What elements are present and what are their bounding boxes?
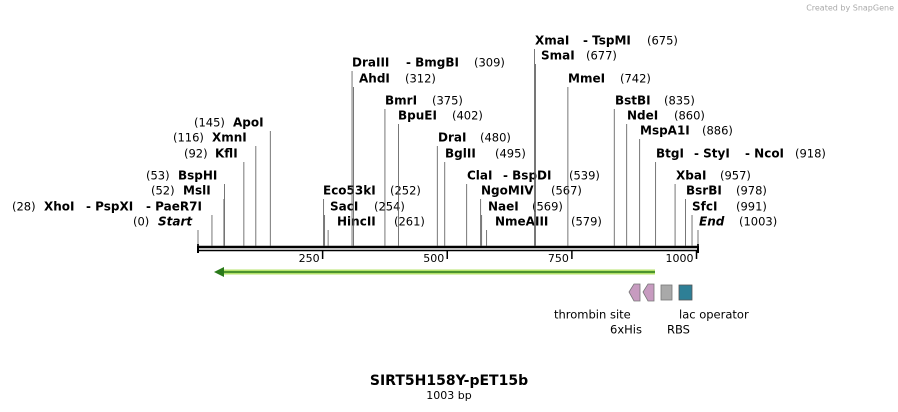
enzyme-name: SfcI	[692, 200, 717, 214]
site-position: (309)	[474, 56, 505, 70]
site-position: (28)	[12, 200, 36, 214]
enzyme-name: BpuEI	[398, 109, 437, 123]
site-position: (0)	[133, 215, 149, 229]
site-position: (254)	[374, 200, 405, 214]
site-position: (261)	[394, 215, 425, 229]
enzyme-name: BstBI	[615, 94, 651, 108]
site-position: (957)	[720, 169, 751, 183]
site-position: (567)	[551, 184, 582, 198]
enzyme-name: Start	[158, 215, 193, 229]
site-position: (579)	[571, 215, 602, 229]
enzyme-name: - TspMI	[583, 34, 631, 48]
site-position: (860)	[674, 109, 705, 123]
enzyme-name: BsrBI	[686, 184, 722, 198]
enzyme-name: End	[699, 215, 725, 229]
enzyme-name: NgoMIV	[481, 184, 534, 198]
feature-label: 6xHis	[610, 323, 642, 337]
enzyme-name: HincII	[337, 215, 376, 229]
enzyme-name: XmaI	[535, 34, 569, 48]
enzyme-name: DraI	[438, 131, 466, 145]
enzyme-name: AhdI	[359, 72, 390, 86]
enzyme-name: - BspDI	[503, 169, 551, 183]
enzyme-name: Eco53kI	[323, 184, 376, 198]
enzyme-name: BglII	[445, 147, 476, 161]
enzyme-name: NaeI	[488, 200, 519, 214]
enzyme-name: ClaI	[467, 169, 492, 183]
enzyme-name: - PaeR7I	[146, 200, 202, 214]
site-position: (53)	[146, 169, 170, 183]
site-position: (52)	[151, 184, 175, 198]
site-position: (978)	[736, 184, 767, 198]
enzyme-name: XhoI	[44, 200, 75, 214]
enzyme-name: DraIII	[352, 56, 389, 70]
enzyme-name: MslI	[183, 184, 211, 198]
site-position: (92)	[184, 147, 208, 161]
site-position: (495)	[495, 147, 526, 161]
site-position: (835)	[664, 94, 695, 108]
site-position: (539)	[569, 169, 600, 183]
enzyme-name: - NcoI	[745, 147, 784, 161]
ruler-label: 500	[423, 252, 444, 265]
site-position: (375)	[432, 94, 463, 108]
enzyme-name: - StyI	[694, 147, 730, 161]
ruler-label: 750	[548, 252, 569, 265]
enzyme-name: KflI	[215, 147, 238, 161]
site-position: (145)	[194, 116, 225, 130]
enzyme-name: ApoI	[233, 116, 264, 130]
site-position: (116)	[173, 131, 204, 145]
site-position: (1003)	[739, 215, 777, 229]
site-position: (918)	[795, 147, 826, 161]
enzyme-name: MmeI	[568, 72, 605, 86]
enzyme-name: SacI	[330, 200, 358, 214]
enzyme-name: BmrI	[385, 94, 417, 108]
title: SIRT5H158Y-pET15b	[370, 373, 528, 389]
site-position: (569)	[532, 200, 563, 214]
length: 1003 bp	[426, 389, 471, 402]
feature-label: thrombin site	[554, 308, 631, 322]
enzyme-name: - BmgBI	[406, 56, 459, 70]
site-position: (312)	[405, 72, 436, 86]
enzyme-name: XmnI	[212, 131, 247, 145]
feature-thrombin	[628, 283, 641, 302]
ruler-label: 250	[299, 252, 320, 265]
feature-rbs	[660, 284, 673, 301]
enzyme-name: MspA1I	[640, 124, 690, 138]
enzyme-name: NmeAIII	[495, 215, 548, 229]
enzyme-name: BtgI	[656, 147, 684, 161]
credit: Created by SnapGene	[806, 4, 894, 13]
site-position: (675)	[647, 34, 678, 48]
orf-arrow	[214, 267, 655, 277]
enzyme-name: SmaI	[541, 49, 575, 63]
enzyme-name: - PspXI	[86, 200, 133, 214]
ruler-label: 1000	[666, 252, 694, 265]
feature-lac	[678, 284, 693, 301]
site-position: (677)	[586, 49, 617, 63]
site-position: (252)	[390, 184, 421, 198]
site-position: (480)	[480, 131, 511, 145]
enzyme-name: XbaI	[676, 169, 706, 183]
site-position: (742)	[620, 72, 651, 86]
feature-label: RBS	[667, 323, 690, 337]
site-position: (991)	[736, 200, 767, 214]
site-position: (402)	[452, 109, 483, 123]
feature-6xhis	[642, 283, 655, 302]
enzyme-name: BspHI	[178, 169, 217, 183]
feature-label: lac operator	[679, 308, 749, 322]
enzyme-name: NdeI	[627, 109, 658, 123]
site-position: (886)	[702, 124, 733, 138]
